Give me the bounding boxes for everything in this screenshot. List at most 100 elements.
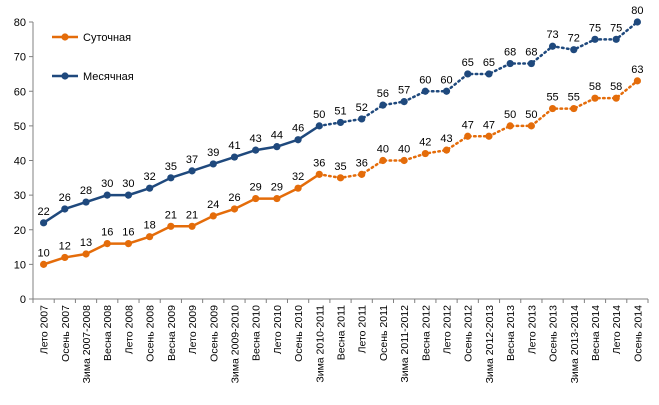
data-label: 39 bbox=[207, 147, 219, 159]
data-point bbox=[442, 146, 451, 154]
data-label: 50 bbox=[525, 109, 537, 121]
data-point bbox=[464, 132, 472, 140]
data-label: 30 bbox=[122, 178, 134, 190]
data-label: 29 bbox=[250, 182, 262, 194]
data-point bbox=[358, 115, 366, 123]
data-point bbox=[252, 194, 260, 203]
chart-legend: Суточная Месячная bbox=[52, 32, 134, 83]
data-point bbox=[209, 160, 217, 168]
data-point bbox=[315, 170, 323, 178]
data-label: 80 bbox=[631, 5, 643, 17]
data-label: 65 bbox=[462, 57, 474, 69]
data-label: 35 bbox=[165, 161, 177, 173]
data-point bbox=[61, 205, 69, 213]
data-point bbox=[421, 87, 429, 95]
data-label: 68 bbox=[504, 47, 516, 59]
data-label: 28 bbox=[80, 185, 92, 197]
data-point bbox=[124, 240, 133, 248]
x-tick-label: Лето 2010 bbox=[272, 305, 284, 354]
data-label: 60 bbox=[440, 74, 452, 86]
data-label: 29 bbox=[271, 182, 283, 194]
y-tick-label: 50 bbox=[14, 121, 26, 133]
data-point bbox=[230, 153, 239, 161]
data-label: 22 bbox=[37, 206, 49, 218]
x-tick-label: Весна 2010 bbox=[251, 305, 263, 361]
data-label: 40 bbox=[377, 144, 389, 156]
y-tick-label: 0 bbox=[20, 294, 26, 306]
data-label: 75 bbox=[589, 22, 601, 34]
x-tick-label: Весна 2008 bbox=[102, 305, 114, 361]
data-label: 37 bbox=[186, 154, 198, 166]
data-point bbox=[591, 35, 599, 43]
data-point bbox=[124, 191, 133, 199]
data-point bbox=[61, 253, 69, 262]
legend-label: Месячная bbox=[83, 71, 134, 83]
data-label: 65 bbox=[483, 57, 495, 69]
data-point bbox=[633, 18, 641, 26]
data-label: 32 bbox=[292, 171, 304, 183]
data-label: 24 bbox=[207, 199, 219, 211]
data-point bbox=[633, 77, 641, 85]
data-point bbox=[103, 240, 111, 248]
x-tick-label: Зима 2010-2011 bbox=[314, 305, 326, 383]
x-tick-label: Лето 2007 bbox=[39, 305, 51, 354]
data-point bbox=[40, 219, 48, 227]
series-layer: 10 12 13 16 16 18 21 21 24 26 29 29 32 36 35 36 40 40 42 43… bbox=[37, 5, 644, 268]
x-tick-label: Осень 2007 bbox=[60, 305, 72, 362]
data-point bbox=[273, 194, 281, 203]
data-label: 55 bbox=[568, 92, 580, 104]
data-label: 26 bbox=[228, 192, 240, 204]
series-monthly: 22 26 28 30 30 32 35 37 39 41 43 44 46 50 51 52 56 57 60 60… bbox=[37, 5, 644, 227]
x-tick-label: Лето 2009 bbox=[187, 305, 199, 354]
legend-swatch-marker bbox=[61, 33, 69, 41]
data-label: 12 bbox=[59, 240, 71, 252]
data-point bbox=[591, 94, 599, 102]
data-point bbox=[273, 143, 281, 151]
data-point bbox=[570, 46, 578, 54]
data-label: 47 bbox=[462, 119, 474, 131]
series-line-dotted bbox=[318, 79, 639, 180]
x-tick-label: Осень 2012 bbox=[463, 305, 475, 362]
data-point bbox=[527, 122, 535, 130]
x-tick-label: Осень 2008 bbox=[145, 305, 157, 362]
x-tick-label: Весна 2009 bbox=[166, 305, 178, 361]
data-label: 32 bbox=[144, 171, 156, 183]
data-point bbox=[379, 156, 387, 165]
data-point bbox=[294, 136, 302, 144]
x-tick-label: Лето 2008 bbox=[123, 305, 135, 354]
data-point bbox=[612, 94, 620, 102]
data-point bbox=[230, 205, 239, 213]
x-tick-label: Лето 2014 bbox=[611, 305, 623, 354]
data-label: 56 bbox=[377, 88, 389, 100]
data-point bbox=[612, 35, 620, 43]
x-tick-label: Зима 2011-2012 bbox=[399, 305, 411, 383]
x-tick-label: Зима 2009-2010 bbox=[229, 305, 241, 384]
data-point bbox=[379, 101, 387, 109]
data-label: 57 bbox=[398, 85, 410, 97]
data-label: 36 bbox=[313, 157, 325, 169]
x-tick-label: Лето 2011 bbox=[357, 305, 369, 354]
data-point bbox=[336, 118, 345, 127]
data-point bbox=[548, 42, 557, 50]
data-point bbox=[82, 250, 90, 258]
data-label: 40 bbox=[398, 144, 410, 156]
data-label: 75 bbox=[610, 22, 622, 34]
data-label: 18 bbox=[144, 220, 156, 232]
data-label: 55 bbox=[546, 92, 558, 104]
data-point bbox=[336, 174, 345, 182]
data-label: 16 bbox=[101, 227, 113, 239]
data-point bbox=[527, 59, 535, 68]
data-point bbox=[82, 198, 90, 206]
data-point bbox=[167, 222, 175, 230]
legend-swatch-marker bbox=[61, 72, 69, 80]
y-tick-label: 60 bbox=[14, 86, 26, 98]
data-label: 21 bbox=[186, 209, 198, 221]
data-label: 30 bbox=[101, 178, 113, 190]
data-point bbox=[252, 146, 260, 154]
x-tick-label: Лето 2012 bbox=[442, 305, 454, 354]
data-label: 72 bbox=[568, 33, 580, 45]
data-label: 46 bbox=[292, 123, 304, 135]
data-label: 73 bbox=[546, 29, 558, 41]
y-tick-label: 10 bbox=[14, 259, 26, 271]
x-tick-label: Осень 2014 bbox=[632, 305, 644, 362]
